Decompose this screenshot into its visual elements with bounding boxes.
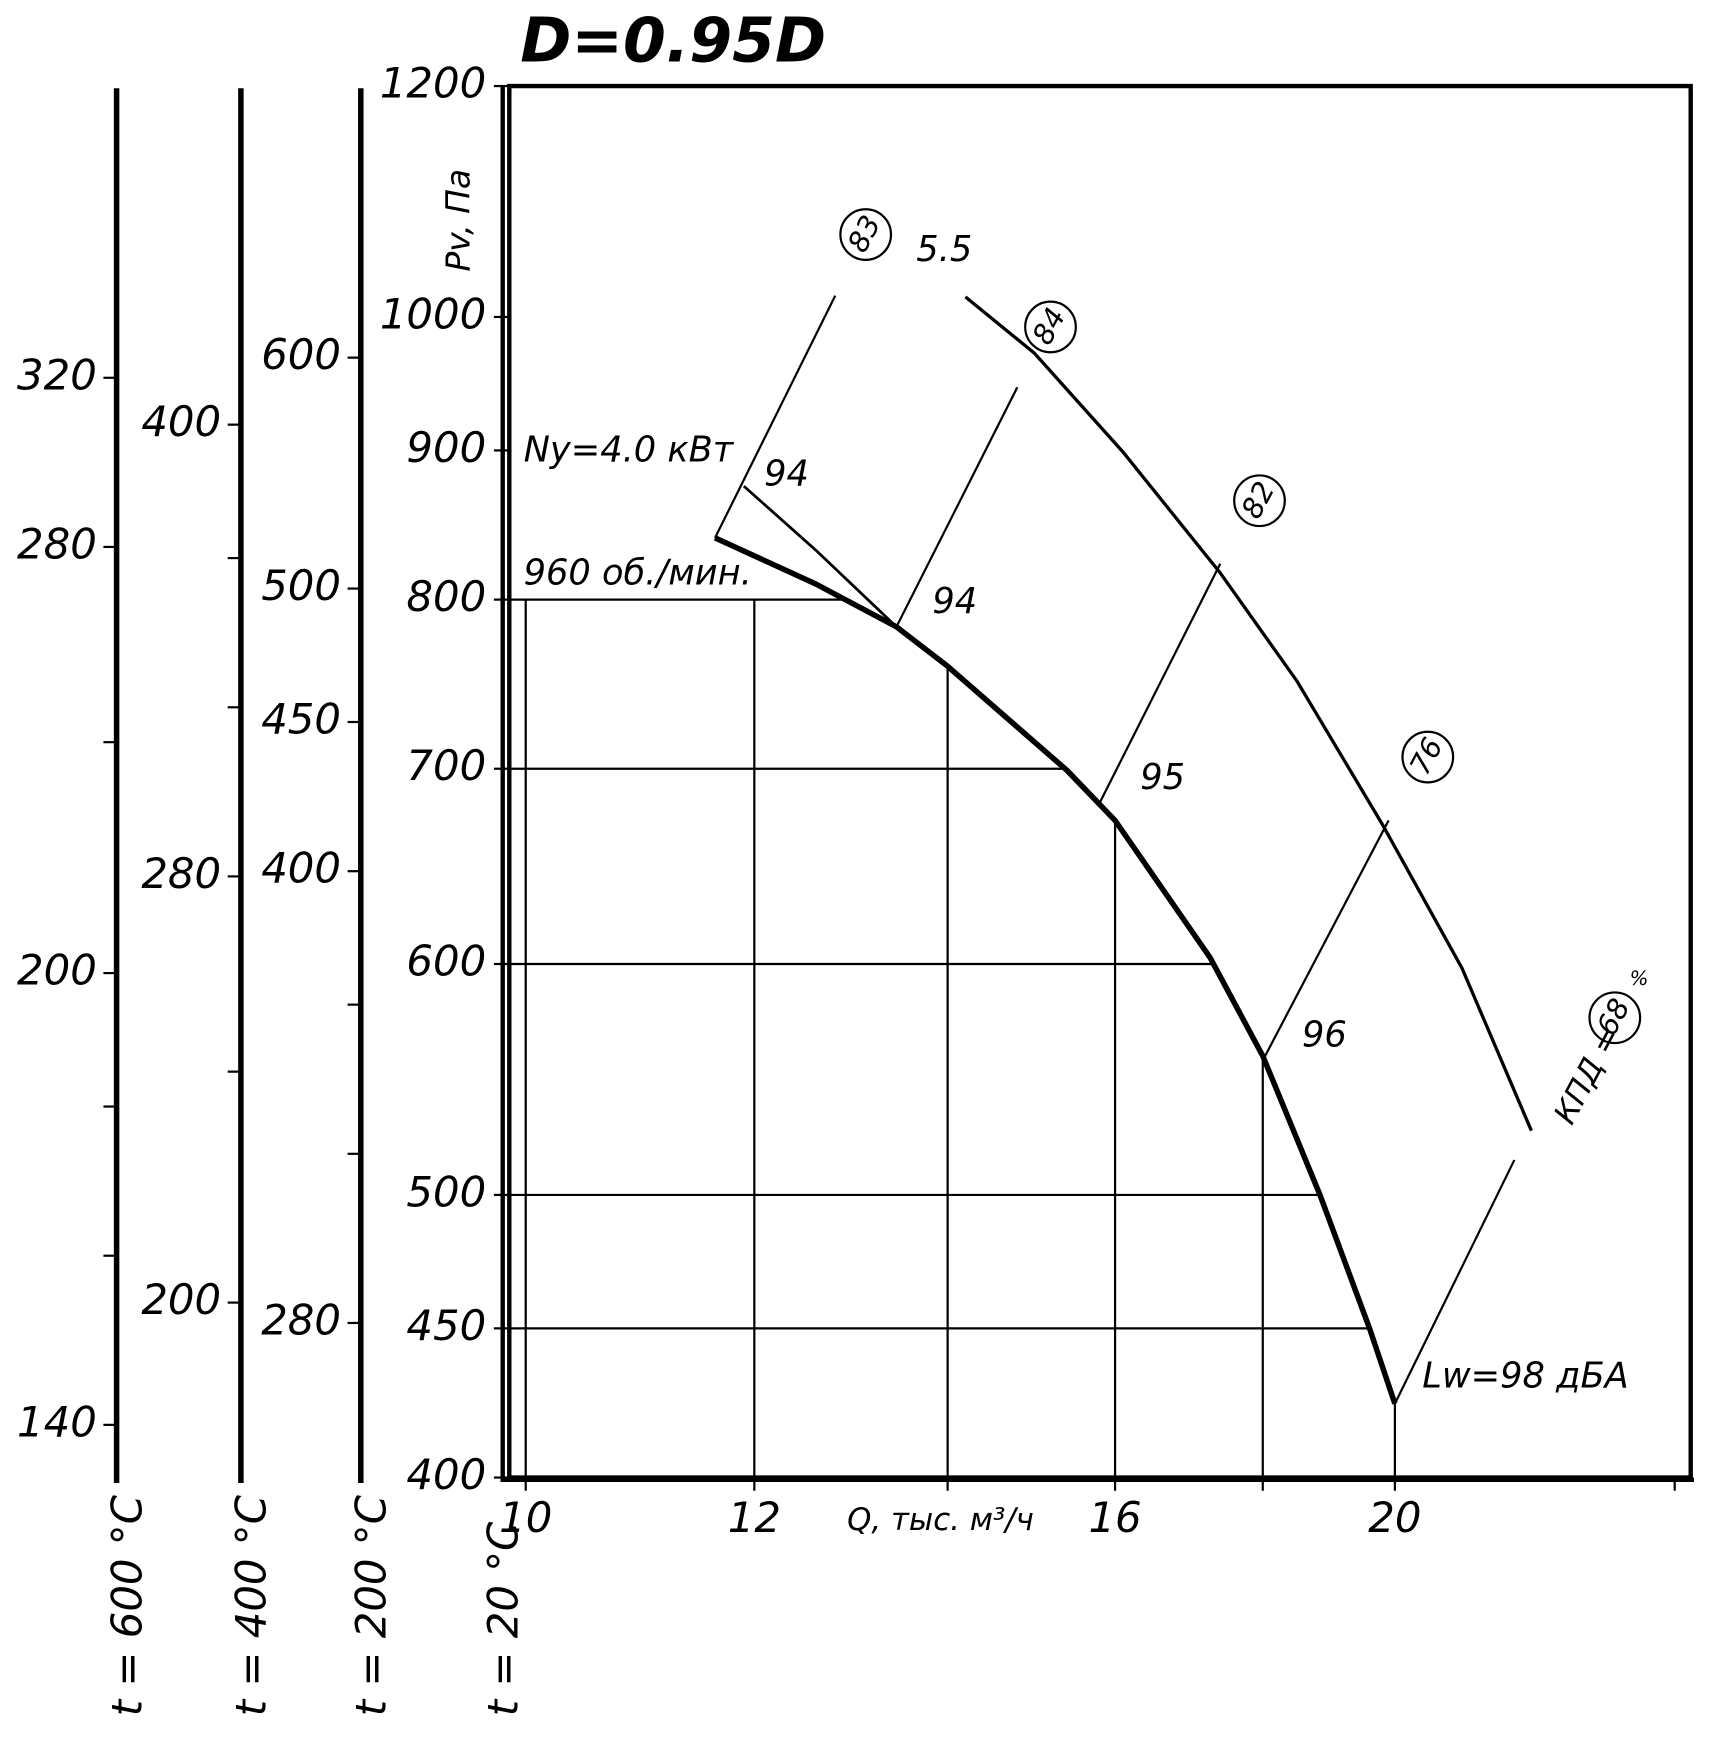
scale-tick-label: 500: [261, 561, 341, 610]
scale-tick-label: 200: [17, 946, 97, 995]
scale-tick-label: 280: [261, 1295, 341, 1344]
scale-tick-label: 450: [261, 695, 341, 744]
series-label: Ny=4.0 кВт: [524, 429, 735, 470]
curve: [964, 295, 1533, 1132]
x-axis-label: Q, тыс. м³/ч: [847, 1502, 1034, 1538]
series-label: 960 об./мин.: [524, 552, 752, 593]
efficiency-circle: [839, 208, 893, 261]
scale-label: t = 400 °C: [227, 1494, 276, 1716]
scale-tick-label: 280: [141, 849, 221, 898]
y-tick-label: 450: [406, 1301, 486, 1350]
y-tick-label: 800: [406, 572, 486, 621]
curve: [713, 535, 1398, 1405]
scale-tick-label: 320: [17, 350, 97, 399]
efficiency-circle: [1588, 991, 1642, 1045]
y-tick-label: 700: [406, 741, 486, 790]
x-tick-label: 12: [728, 1493, 781, 1542]
y-tick-label: 400: [406, 1450, 486, 1499]
y-tick-label: 1000: [380, 289, 486, 338]
efficiency-line: [1098, 563, 1222, 805]
scale-label: t = 200 °C: [347, 1494, 396, 1716]
chart-title: D=0.95D: [520, 4, 826, 76]
y-tick-label: 600: [406, 936, 486, 985]
noise-label: Lw=98 дБА: [1422, 1355, 1628, 1396]
scale-label: t = 20 °C: [479, 1521, 528, 1716]
scale-tick-label: 400: [141, 397, 221, 446]
scale-tick-label: 600: [261, 330, 341, 379]
efficiency-line: [895, 386, 1019, 628]
efficiency-circle: [1401, 730, 1455, 784]
scale-tick-label: 200: [141, 1275, 221, 1324]
noise-label: 94: [932, 581, 977, 622]
y-tick-label: 1200: [380, 59, 486, 108]
efficiency-circle: [1233, 474, 1286, 528]
efficiency-prefix: КПД =: [1547, 1021, 1628, 1130]
y-tick-label: 900: [406, 423, 486, 472]
curve: [742, 485, 898, 628]
y-tick-label: 500: [406, 1167, 486, 1216]
efficiency-circle: [1024, 300, 1077, 354]
x-tick-label: 20: [1368, 1493, 1421, 1542]
efficiency-line: [1261, 819, 1390, 1061]
noise-label: 96: [1302, 1014, 1347, 1055]
noise-label: 95: [1140, 757, 1185, 798]
efficiency-unit: %: [1630, 967, 1649, 990]
x-tick-label: 10: [499, 1493, 552, 1542]
scale-tick-label: 400: [261, 844, 341, 893]
efficiency-line: [1393, 1159, 1516, 1405]
scale-tick-label: 280: [17, 519, 97, 568]
efficiency-line: [714, 295, 837, 539]
series-label: 5.5: [916, 229, 972, 270]
plot-frame: [507, 83, 1693, 1480]
y-axis-label: Pv, Па: [438, 169, 477, 272]
scale-label: t = 600 °C: [102, 1494, 151, 1716]
scale-tick-label: 140: [17, 1397, 97, 1446]
noise-label: 94: [764, 453, 809, 494]
x-tick-label: 16: [1088, 1493, 1141, 1542]
